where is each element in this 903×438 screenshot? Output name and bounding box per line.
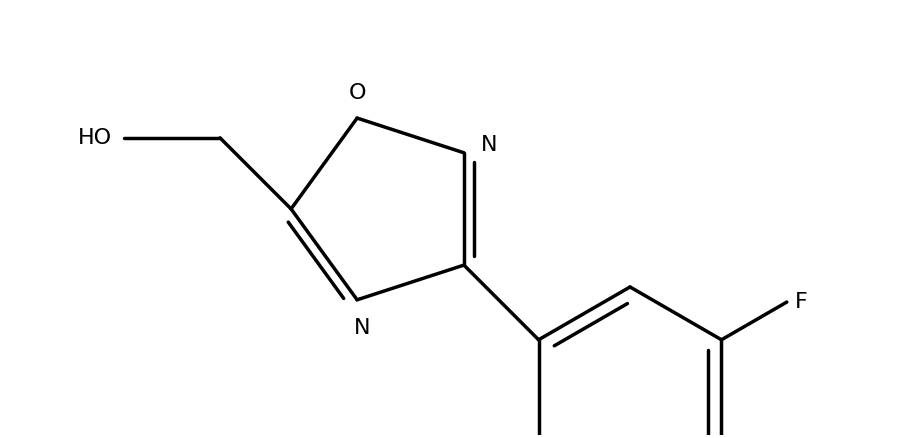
Text: N: N: [353, 318, 370, 338]
Text: HO: HO: [79, 128, 112, 148]
Text: O: O: [348, 83, 366, 103]
Text: F: F: [794, 292, 806, 312]
Text: N: N: [480, 135, 497, 155]
